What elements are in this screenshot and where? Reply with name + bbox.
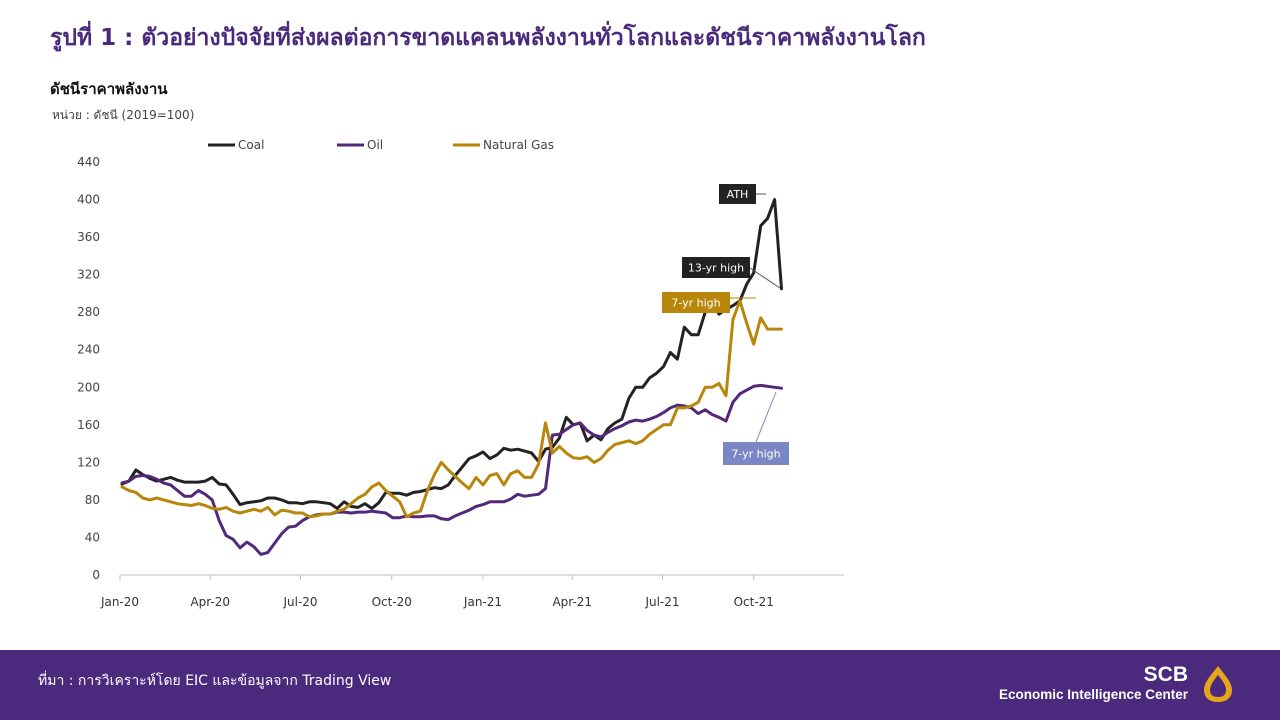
- y-tick-label: 120: [77, 455, 100, 469]
- y-tick-label: 80: [85, 493, 100, 507]
- x-tick-label: Oct-20: [372, 595, 412, 609]
- x-tick-label: Jan-21: [463, 595, 502, 609]
- annotation-label: 7-yr high: [671, 297, 720, 310]
- scb-logo-icon: [1204, 666, 1232, 702]
- y-tick-label: 240: [77, 343, 100, 357]
- annotation-leader: [749, 267, 781, 289]
- series-line-oil: [120, 383, 783, 556]
- x-tick-label: Jul-21: [644, 595, 679, 609]
- legend-label: Oil: [367, 138, 383, 152]
- annotation-label: 13-yr high: [688, 262, 744, 275]
- x-tick-label: Apr-20: [190, 595, 230, 609]
- annotation-leader: [755, 391, 777, 443]
- brand-name: SCB: [1143, 663, 1188, 686]
- annotation-label: ATH: [727, 188, 749, 201]
- x-tick-label: Jan-20: [100, 595, 139, 609]
- x-tick-label: Oct-21: [734, 595, 774, 609]
- brand-subtitle: Economic Intelligence Center: [998, 687, 1188, 702]
- annotation-box: [682, 257, 750, 278]
- x-tick-label: Apr-21: [552, 595, 592, 609]
- legend-label: Coal: [238, 138, 264, 152]
- annotation-label: 7-yr high: [731, 448, 780, 461]
- y-tick-label: 400: [77, 193, 100, 207]
- series-line-coal: [120, 198, 783, 510]
- unit-label: หน่วย : ดัชนี (2019=100): [52, 108, 195, 122]
- footer-bar: ที่มา : การวิเคราะห์โดย EIC และข้อมูลจาก…: [0, 650, 1280, 720]
- chart-title: ดัชนีราคาพลังงาน: [50, 80, 168, 98]
- y-tick-label: 200: [77, 380, 100, 394]
- y-tick-label: 40: [85, 530, 100, 544]
- y-tick-label: 440: [77, 155, 100, 169]
- annotation-box: [719, 184, 756, 204]
- annotation-box: [723, 442, 789, 465]
- energy-price-chart: 0 40 80 120 160 200 240 280 320 360 400 440 Jan-20 Ap…: [77, 138, 844, 609]
- x-tick-label: Jul-20: [282, 595, 317, 609]
- y-tick-label: 320: [77, 268, 100, 282]
- annotation-box: [662, 292, 730, 313]
- source-note: ที่มา : การวิเคราะห์โดย EIC และข้อมูลจาก…: [38, 673, 392, 689]
- y-tick-label: 160: [77, 418, 100, 432]
- y-tick-label: 360: [77, 230, 100, 244]
- brand-block: SCB Economic Intelligence Center: [999, 664, 1188, 704]
- y-tick-label: 280: [77, 305, 100, 319]
- y-tick-label: 0: [92, 568, 100, 582]
- legend-label: Natural Gas: [483, 138, 554, 152]
- figure-title: รูปที่ 1 : ตัวอย่างปัจจัยที่ส่งผลต่อการข…: [50, 25, 926, 51]
- series-line-natural-gas: [120, 299, 783, 519]
